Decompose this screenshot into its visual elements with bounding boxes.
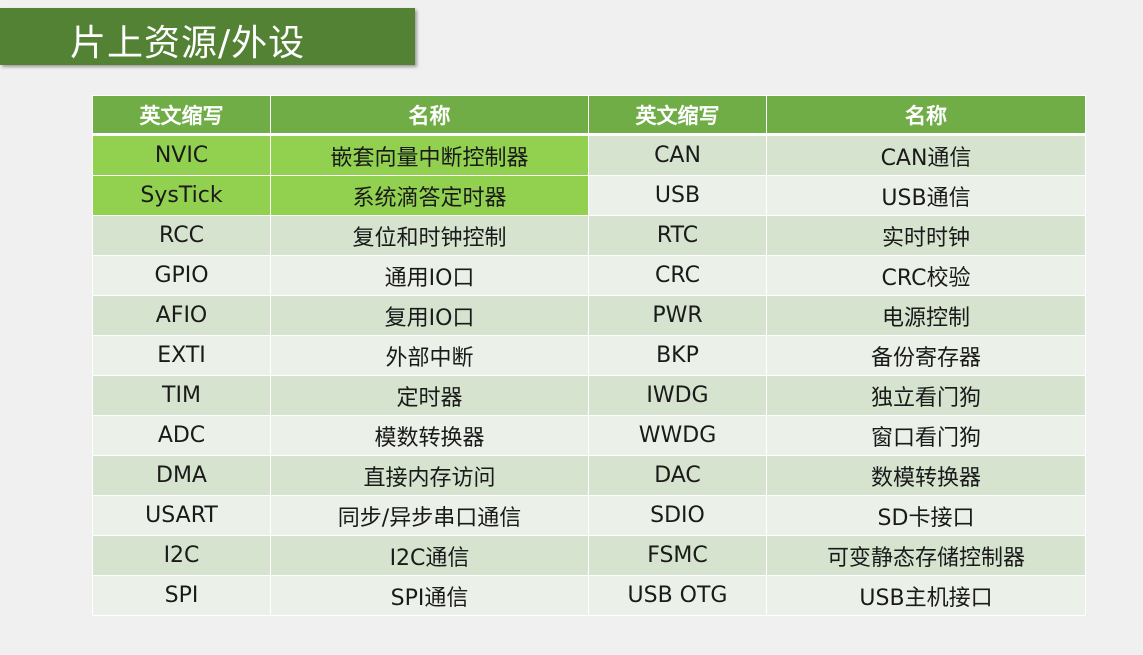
table-row: ADC 模数转换器 WWDG 窗口看门狗 xyxy=(92,415,1086,456)
header-name: 名称 xyxy=(270,95,589,136)
cell-name: 直接内存访问 xyxy=(270,455,589,496)
page-title: 片上资源/外设 xyxy=(70,23,306,64)
cell-name: 通用IO口 xyxy=(270,255,589,296)
cell-abbr: CAN xyxy=(588,134,767,176)
cell-abbr: PWR xyxy=(588,295,767,336)
cell-name: SD卡接口 xyxy=(766,495,1086,536)
cell-name: 系统滴答定时器 xyxy=(270,175,589,216)
header-name: 名称 xyxy=(766,95,1086,136)
cell-abbr: NVIC xyxy=(92,134,271,176)
cell-name: 模数转换器 xyxy=(270,415,589,456)
cell-name: USB主机接口 xyxy=(766,575,1086,616)
cell-name: 数模转换器 xyxy=(766,455,1086,496)
table-row: DMA 直接内存访问 DAC 数模转换器 xyxy=(92,455,1086,496)
cell-name: I2C通信 xyxy=(270,535,589,576)
cell-name: 复位和时钟控制 xyxy=(270,215,589,256)
cell-name: CRC校验 xyxy=(766,255,1086,296)
cell-name: 窗口看门狗 xyxy=(766,415,1086,456)
peripherals-table: 英文缩写 名称 英文缩写 名称 NVIC 嵌套向量中断控制器 CAN CAN通信 Sys… xyxy=(92,95,1086,616)
cell-name: SPI通信 xyxy=(270,575,589,616)
cell-abbr: USB xyxy=(588,175,767,216)
cell-name: 备份寄存器 xyxy=(766,335,1086,376)
cell-abbr: ADC xyxy=(92,415,271,456)
cell-name: 复用IO口 xyxy=(270,295,589,336)
table-row: RCC 复位和时钟控制 RTC 实时时钟 xyxy=(92,215,1086,256)
table-row: GPIO 通用IO口 CRC CRC校验 xyxy=(92,255,1086,296)
cell-name: 同步/异步串口通信 xyxy=(270,495,589,536)
cell-abbr: SPI xyxy=(92,575,271,616)
cell-abbr: DMA xyxy=(92,455,271,496)
cell-name: USB通信 xyxy=(766,175,1086,216)
table-row: I2C I2C通信 FSMC 可变静态存储控制器 xyxy=(92,535,1086,576)
cell-name: 外部中断 xyxy=(270,335,589,376)
cell-abbr: AFIO xyxy=(92,295,271,336)
cell-name: 电源控制 xyxy=(766,295,1086,336)
cell-abbr: DAC xyxy=(588,455,767,496)
cell-abbr: RCC xyxy=(92,215,271,256)
table-header-row: 英文缩写 名称 英文缩写 名称 xyxy=(92,95,1086,136)
cell-abbr: USART xyxy=(92,495,271,536)
cell-name: 实时时钟 xyxy=(766,215,1086,256)
title-bar: 片上资源/外设 xyxy=(0,8,415,65)
cell-abbr: GPIO xyxy=(92,255,271,296)
table-row: AFIO 复用IO口 PWR 电源控制 xyxy=(92,295,1086,336)
table-row: NVIC 嵌套向量中断控制器 CAN CAN通信 xyxy=(92,134,1086,176)
table-row: USART 同步/异步串口通信 SDIO SD卡接口 xyxy=(92,495,1086,536)
cell-abbr: SysTick xyxy=(92,175,271,216)
header-abbr: 英文缩写 xyxy=(92,95,271,136)
cell-abbr: IWDG xyxy=(588,375,767,416)
cell-abbr: I2C xyxy=(92,535,271,576)
cell-abbr: BKP xyxy=(588,335,767,376)
header-abbr: 英文缩写 xyxy=(588,95,767,136)
cell-abbr: WWDG xyxy=(588,415,767,456)
cell-name: 可变静态存储控制器 xyxy=(766,535,1086,576)
cell-abbr: EXTI xyxy=(92,335,271,376)
cell-name: 独立看门狗 xyxy=(766,375,1086,416)
cell-abbr: SDIO xyxy=(588,495,767,536)
table-row: TIM 定时器 IWDG 独立看门狗 xyxy=(92,375,1086,416)
cell-name: 嵌套向量中断控制器 xyxy=(270,134,589,176)
cell-abbr: RTC xyxy=(588,215,767,256)
table-row: SysTick 系统滴答定时器 USB USB通信 xyxy=(92,175,1086,216)
cell-abbr: CRC xyxy=(588,255,767,296)
cell-abbr: FSMC xyxy=(588,535,767,576)
cell-abbr: TIM xyxy=(92,375,271,416)
cell-name: 定时器 xyxy=(270,375,589,416)
cell-name: CAN通信 xyxy=(766,134,1086,176)
cell-abbr: USB OTG xyxy=(588,575,767,616)
table-row: SPI SPI通信 USB OTG USB主机接口 xyxy=(92,575,1086,616)
table-row: EXTI 外部中断 BKP 备份寄存器 xyxy=(92,335,1086,376)
